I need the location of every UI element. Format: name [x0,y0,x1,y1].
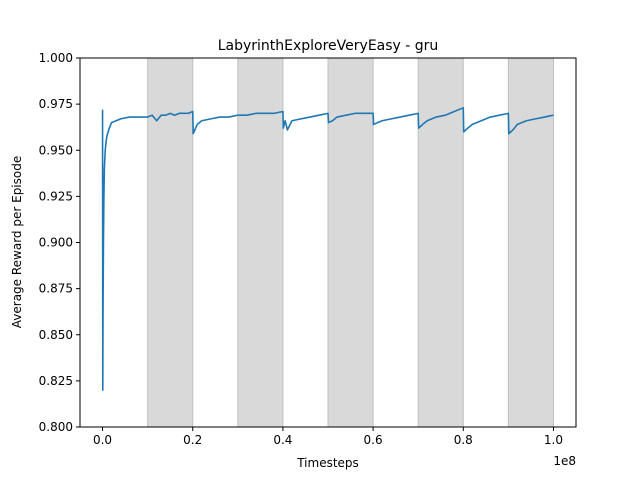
x-tick-label: 0.2 [183,433,202,447]
x-tick-label: 1.0 [544,433,563,447]
shaded-region-5 [507,57,554,428]
y-tick-label: 0.950 [39,143,73,157]
x-tick-label: 0.4 [273,433,292,447]
y-tick-label: 0.900 [39,236,73,250]
x-tick-label: 0.6 [364,433,383,447]
x-axis-offset-label: 1e8 [553,454,576,468]
chart-title: LabyrinthExploreVeryEasy - gru [218,38,439,54]
series-line-1 [101,107,554,391]
y-tick-label: 0.825 [39,374,73,388]
x-tick-label: 0.0 [93,433,112,447]
y-tick-label: 0.875 [39,282,73,296]
y-tick-label: 0.925 [39,189,73,203]
y-tick-label: 0.800 [39,420,73,434]
x-axis-label: Timesteps [296,456,359,470]
shaded-region-4 [417,57,464,428]
shaded-regions [147,57,554,428]
y-tick-label: 0.975 [39,97,73,111]
y-axis-ticks: 0.800 0.825 0.850 0.875 0.900 0.925 0.950 0.975… [39,51,80,434]
y-axis-label: Average Reward per Episode [10,156,24,328]
series-lines [101,107,554,391]
shaded-region-3 [327,57,374,428]
x-tick-label: 0.8 [454,433,473,447]
y-tick-label: 0.850 [39,328,73,342]
x-axis-ticks: 0.0 0.2 0.4 0.6 0.8 1.0 [93,427,563,447]
y-tick-label: 1.000 [39,51,73,65]
